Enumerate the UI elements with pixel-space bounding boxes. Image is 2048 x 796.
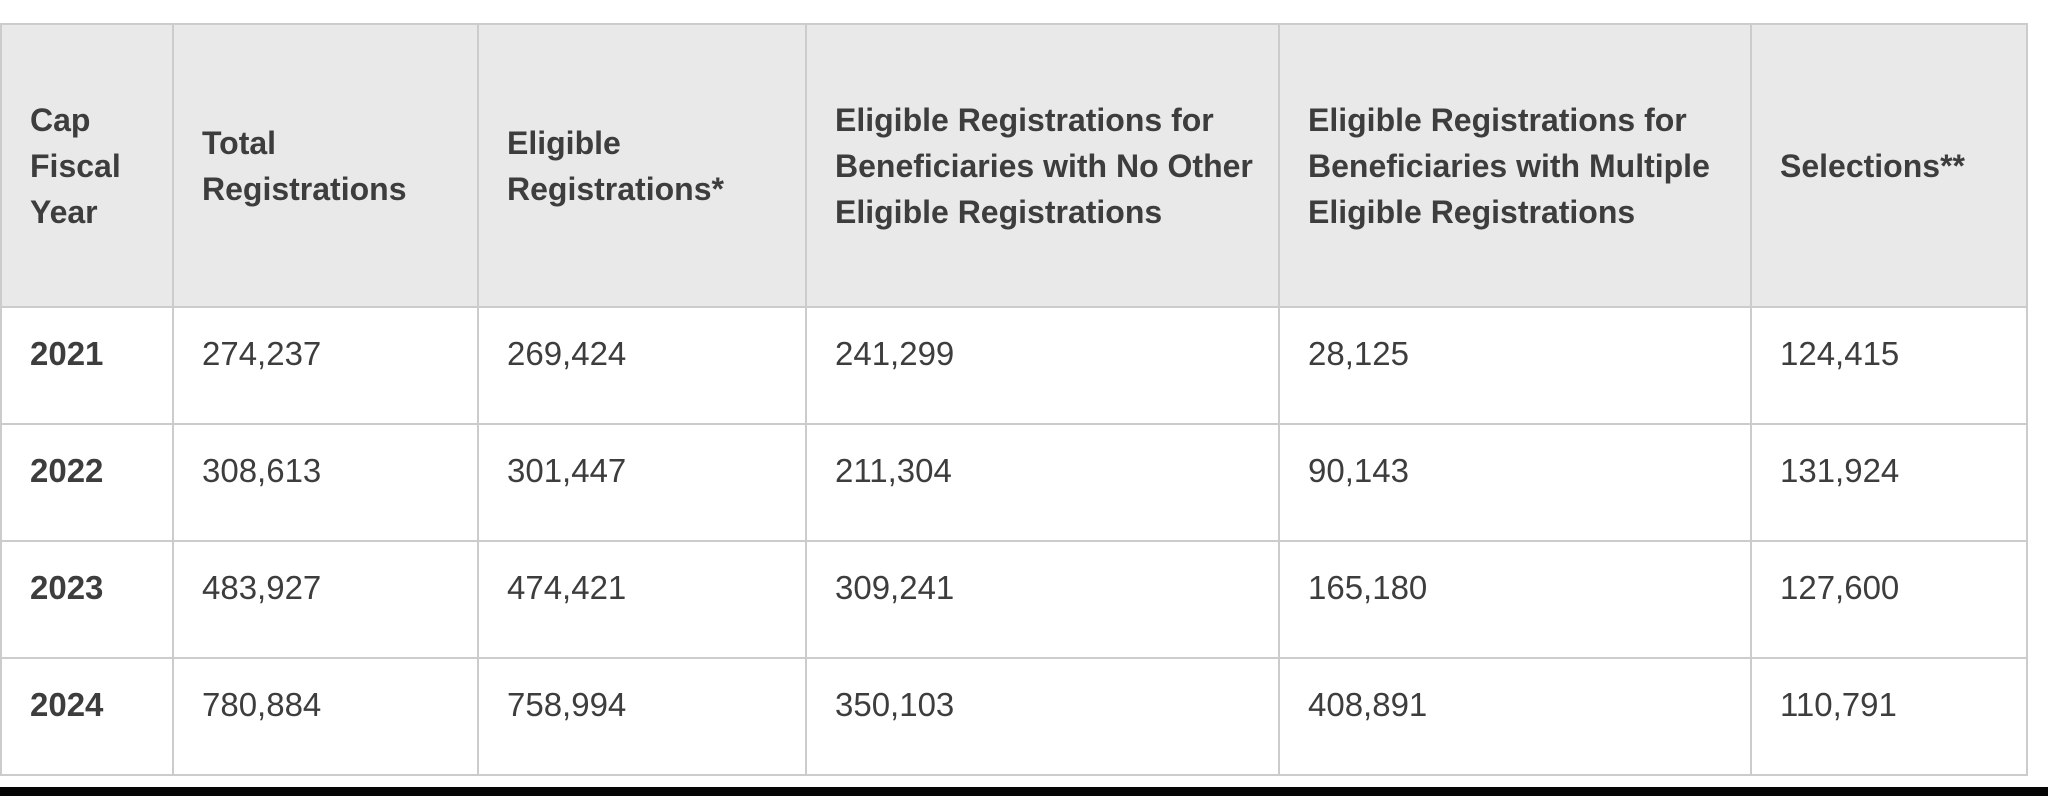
table-row-2024: 2024 780,884 758,994 350,103 408,891 110… xyxy=(0,657,2028,776)
cell-eligible-registrations: 474,421 xyxy=(477,540,807,659)
row-year: 2023 xyxy=(0,540,174,659)
cell-eligible-no-other: 241,299 xyxy=(805,306,1280,425)
cell-eligible-no-other: 211,304 xyxy=(805,423,1280,542)
cell-eligible-no-other: 309,241 xyxy=(805,540,1280,659)
cell-total-registrations: 780,884 xyxy=(172,657,479,776)
cell-total-registrations: 274,237 xyxy=(172,306,479,425)
col-header-eligible-registrations: Eligible Registrations* xyxy=(477,23,807,308)
cell-eligible-registrations: 301,447 xyxy=(477,423,807,542)
col-header-total-registrations: Total Registrations xyxy=(172,23,479,308)
row-year: 2022 xyxy=(0,423,174,542)
col-header-eligible-multiple: Eligible Registrations for Beneficiaries… xyxy=(1278,23,1752,308)
cell-selections: 124,415 xyxy=(1750,306,2028,425)
col-header-selections: Selections** xyxy=(1750,23,2028,308)
cell-eligible-multiple: 90,143 xyxy=(1278,423,1752,542)
table-header-row: Cap Fiscal Year Total Registrations Elig… xyxy=(0,23,2028,308)
cell-selections: 110,791 xyxy=(1750,657,2028,776)
cell-eligible-registrations: 269,424 xyxy=(477,306,807,425)
cell-eligible-registrations: 758,994 xyxy=(477,657,807,776)
bottom-divider-bar xyxy=(0,787,2048,796)
cell-total-registrations: 483,927 xyxy=(172,540,479,659)
row-year: 2021 xyxy=(0,306,174,425)
cell-total-registrations: 308,613 xyxy=(172,423,479,542)
table-row-2021: 2021 274,237 269,424 241,299 28,125 124,… xyxy=(0,306,2028,425)
table-row-2023: 2023 483,927 474,421 309,241 165,180 127… xyxy=(0,540,2028,659)
cell-selections: 131,924 xyxy=(1750,423,2028,542)
row-year: 2024 xyxy=(0,657,174,776)
cell-eligible-no-other: 350,103 xyxy=(805,657,1280,776)
col-header-eligible-no-other: Eligible Registrations for Beneficiaries… xyxy=(805,23,1280,308)
cap-registrations-table: Cap Fiscal Year Total Registrations Elig… xyxy=(0,23,2028,776)
cell-selections: 127,600 xyxy=(1750,540,2028,659)
table-row-2022: 2022 308,613 301,447 211,304 90,143 131,… xyxy=(0,423,2028,542)
cell-eligible-multiple: 165,180 xyxy=(1278,540,1752,659)
col-header-cap-fiscal-year: Cap Fiscal Year xyxy=(0,23,174,308)
cell-eligible-multiple: 408,891 xyxy=(1278,657,1752,776)
cell-eligible-multiple: 28,125 xyxy=(1278,306,1752,425)
